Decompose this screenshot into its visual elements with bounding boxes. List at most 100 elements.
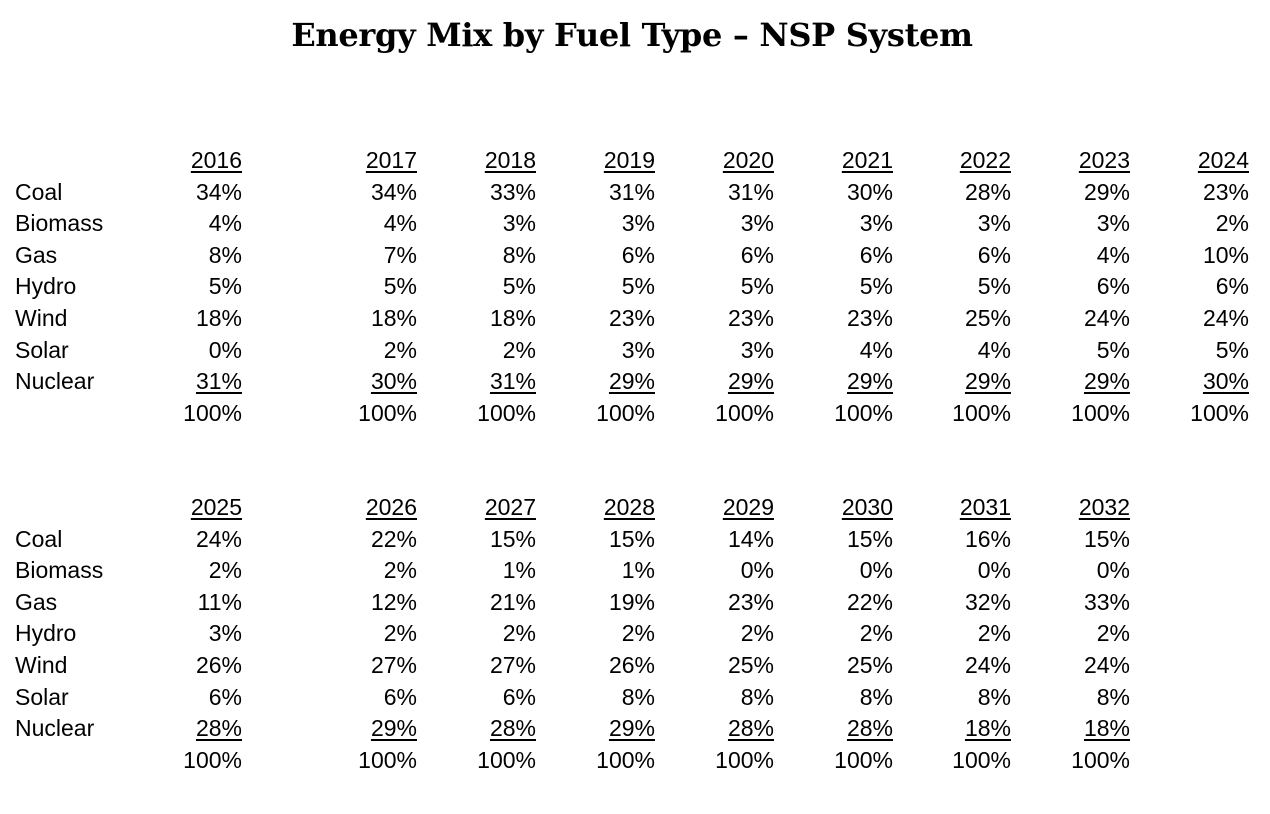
value-cell-hydro: 5% <box>208 273 242 300</box>
value-cell-nuclear: 31% <box>489 368 536 395</box>
value-cell-wind: 23% <box>846 305 893 331</box>
total-cell: 100% <box>834 399 893 426</box>
value-cell-biomass: 0% <box>1096 557 1130 584</box>
value-cell-solar: 8% <box>977 683 1011 710</box>
value-cell-nuclear: 30% <box>370 368 417 395</box>
value-cell-solar: 5% <box>1215 336 1249 363</box>
value-cell-biomass: 3% <box>977 210 1011 237</box>
value-cell-solar: 6% <box>502 683 536 710</box>
value-cell-solar: 8% <box>621 683 655 710</box>
value-cell-coal: 15% <box>846 525 893 552</box>
value-cell-solar: 6% <box>208 683 242 710</box>
fuel-label-gas: Gas <box>15 241 58 268</box>
year-header: 2018 <box>484 147 536 173</box>
year-header: 2017 <box>365 147 417 173</box>
value-cell-nuclear: 28% <box>727 715 774 742</box>
year-header: 2029 <box>722 494 774 520</box>
value-cell-gas: 10% <box>1202 241 1249 268</box>
value-cell-biomass: 2% <box>1215 210 1249 237</box>
value-cell-solar: 4% <box>859 336 893 363</box>
value-cell-gas: 12% <box>370 588 417 615</box>
fuel-label-solar: Solar <box>15 336 69 363</box>
value-cell-nuclear: 18% <box>1083 715 1130 742</box>
value-cell-coal: 24% <box>195 525 242 552</box>
fuel-label-nuclear: Nuclear <box>15 368 95 395</box>
value-cell-coal: 14% <box>727 525 774 552</box>
value-cell-nuclear: 28% <box>489 715 536 742</box>
year-header: 2021 <box>841 147 893 173</box>
value-cell-gas: 21% <box>489 588 536 615</box>
value-cell-biomass: 0% <box>859 557 893 584</box>
value-cell-coal: 31% <box>608 178 655 205</box>
value-cell-hydro: 5% <box>621 273 655 300</box>
total-cell: 100% <box>596 399 655 426</box>
total-cell: 100% <box>952 746 1011 773</box>
total-cell: 100% <box>183 399 242 426</box>
value-cell-gas: 33% <box>1083 588 1130 615</box>
value-cell-solar: 6% <box>383 683 417 710</box>
value-cell-wind: 18% <box>195 305 242 331</box>
fuel-label-hydro: Hydro <box>15 273 77 300</box>
value-cell-nuclear: 29% <box>608 368 655 395</box>
total-cell: 100% <box>715 399 774 426</box>
year-header: 2020 <box>722 147 774 173</box>
value-cell-coal: 15% <box>1083 525 1130 552</box>
value-cell-nuclear: 29% <box>1083 368 1130 395</box>
value-cell-hydro: 2% <box>383 620 417 647</box>
value-cell-wind: 25% <box>727 652 774 678</box>
fuel-label-coal: Coal <box>15 178 63 205</box>
value-cell-gas: 8% <box>208 241 242 268</box>
fuel-label-wind: Wind <box>15 305 68 331</box>
year-header: 2030 <box>841 494 893 520</box>
value-cell-wind: 25% <box>964 305 1011 331</box>
year-header: 2019 <box>603 147 655 173</box>
total-cell: 100% <box>477 746 536 773</box>
year-header: 2025 <box>190 494 242 520</box>
value-cell-biomass: 1% <box>502 557 536 584</box>
value-cell-hydro: 6% <box>1215 273 1249 300</box>
year-header: 2024 <box>1197 147 1249 173</box>
value-cell-wind: 27% <box>370 652 417 678</box>
value-cell-solar: 4% <box>977 336 1011 363</box>
value-cell-hydro: 5% <box>383 273 417 300</box>
total-cell: 100% <box>596 746 655 773</box>
value-cell-gas: 23% <box>727 588 774 615</box>
value-cell-wind: 27% <box>489 652 536 678</box>
year-header: 2023 <box>1078 147 1130 173</box>
value-cell-nuclear: 29% <box>727 368 774 395</box>
value-cell-hydro: 2% <box>621 620 655 647</box>
value-cell-gas: 6% <box>621 241 655 268</box>
value-cell-coal: 23% <box>1202 178 1249 205</box>
value-cell-solar: 8% <box>859 683 893 710</box>
fuel-label-solar: Solar <box>15 683 69 710</box>
value-cell-coal: 28% <box>964 178 1011 205</box>
value-cell-solar: 5% <box>1096 336 1130 363</box>
value-cell-biomass: 0% <box>977 557 1011 584</box>
fuel-label-wind: Wind <box>15 652 68 678</box>
value-cell-wind: 24% <box>1083 652 1130 678</box>
total-cell: 100% <box>358 399 417 426</box>
total-cell: 100% <box>715 746 774 773</box>
value-cell-nuclear: 29% <box>370 715 417 742</box>
value-cell-gas: 6% <box>977 241 1011 268</box>
year-header: 2027 <box>484 494 536 520</box>
total-cell: 100% <box>834 746 893 773</box>
value-cell-wind: 18% <box>370 305 417 331</box>
value-cell-wind: 25% <box>846 652 893 678</box>
value-cell-coal: 15% <box>608 525 655 552</box>
value-cell-solar: 3% <box>621 336 655 363</box>
total-cell: 100% <box>477 399 536 426</box>
value-cell-biomass: 2% <box>208 557 242 584</box>
value-cell-hydro: 2% <box>1096 620 1130 647</box>
value-cell-wind: 24% <box>964 652 1011 678</box>
value-cell-hydro: 2% <box>977 620 1011 647</box>
value-cell-biomass: 2% <box>383 557 417 584</box>
value-cell-nuclear: 30% <box>1202 368 1249 395</box>
value-cell-solar: 8% <box>740 683 774 710</box>
value-cell-coal: 31% <box>727 178 774 205</box>
value-cell-nuclear: 31% <box>195 368 242 395</box>
value-cell-hydro: 5% <box>740 273 774 300</box>
value-cell-coal: 29% <box>1083 178 1130 205</box>
total-cell: 100% <box>358 746 417 773</box>
value-cell-solar: 2% <box>502 336 536 363</box>
